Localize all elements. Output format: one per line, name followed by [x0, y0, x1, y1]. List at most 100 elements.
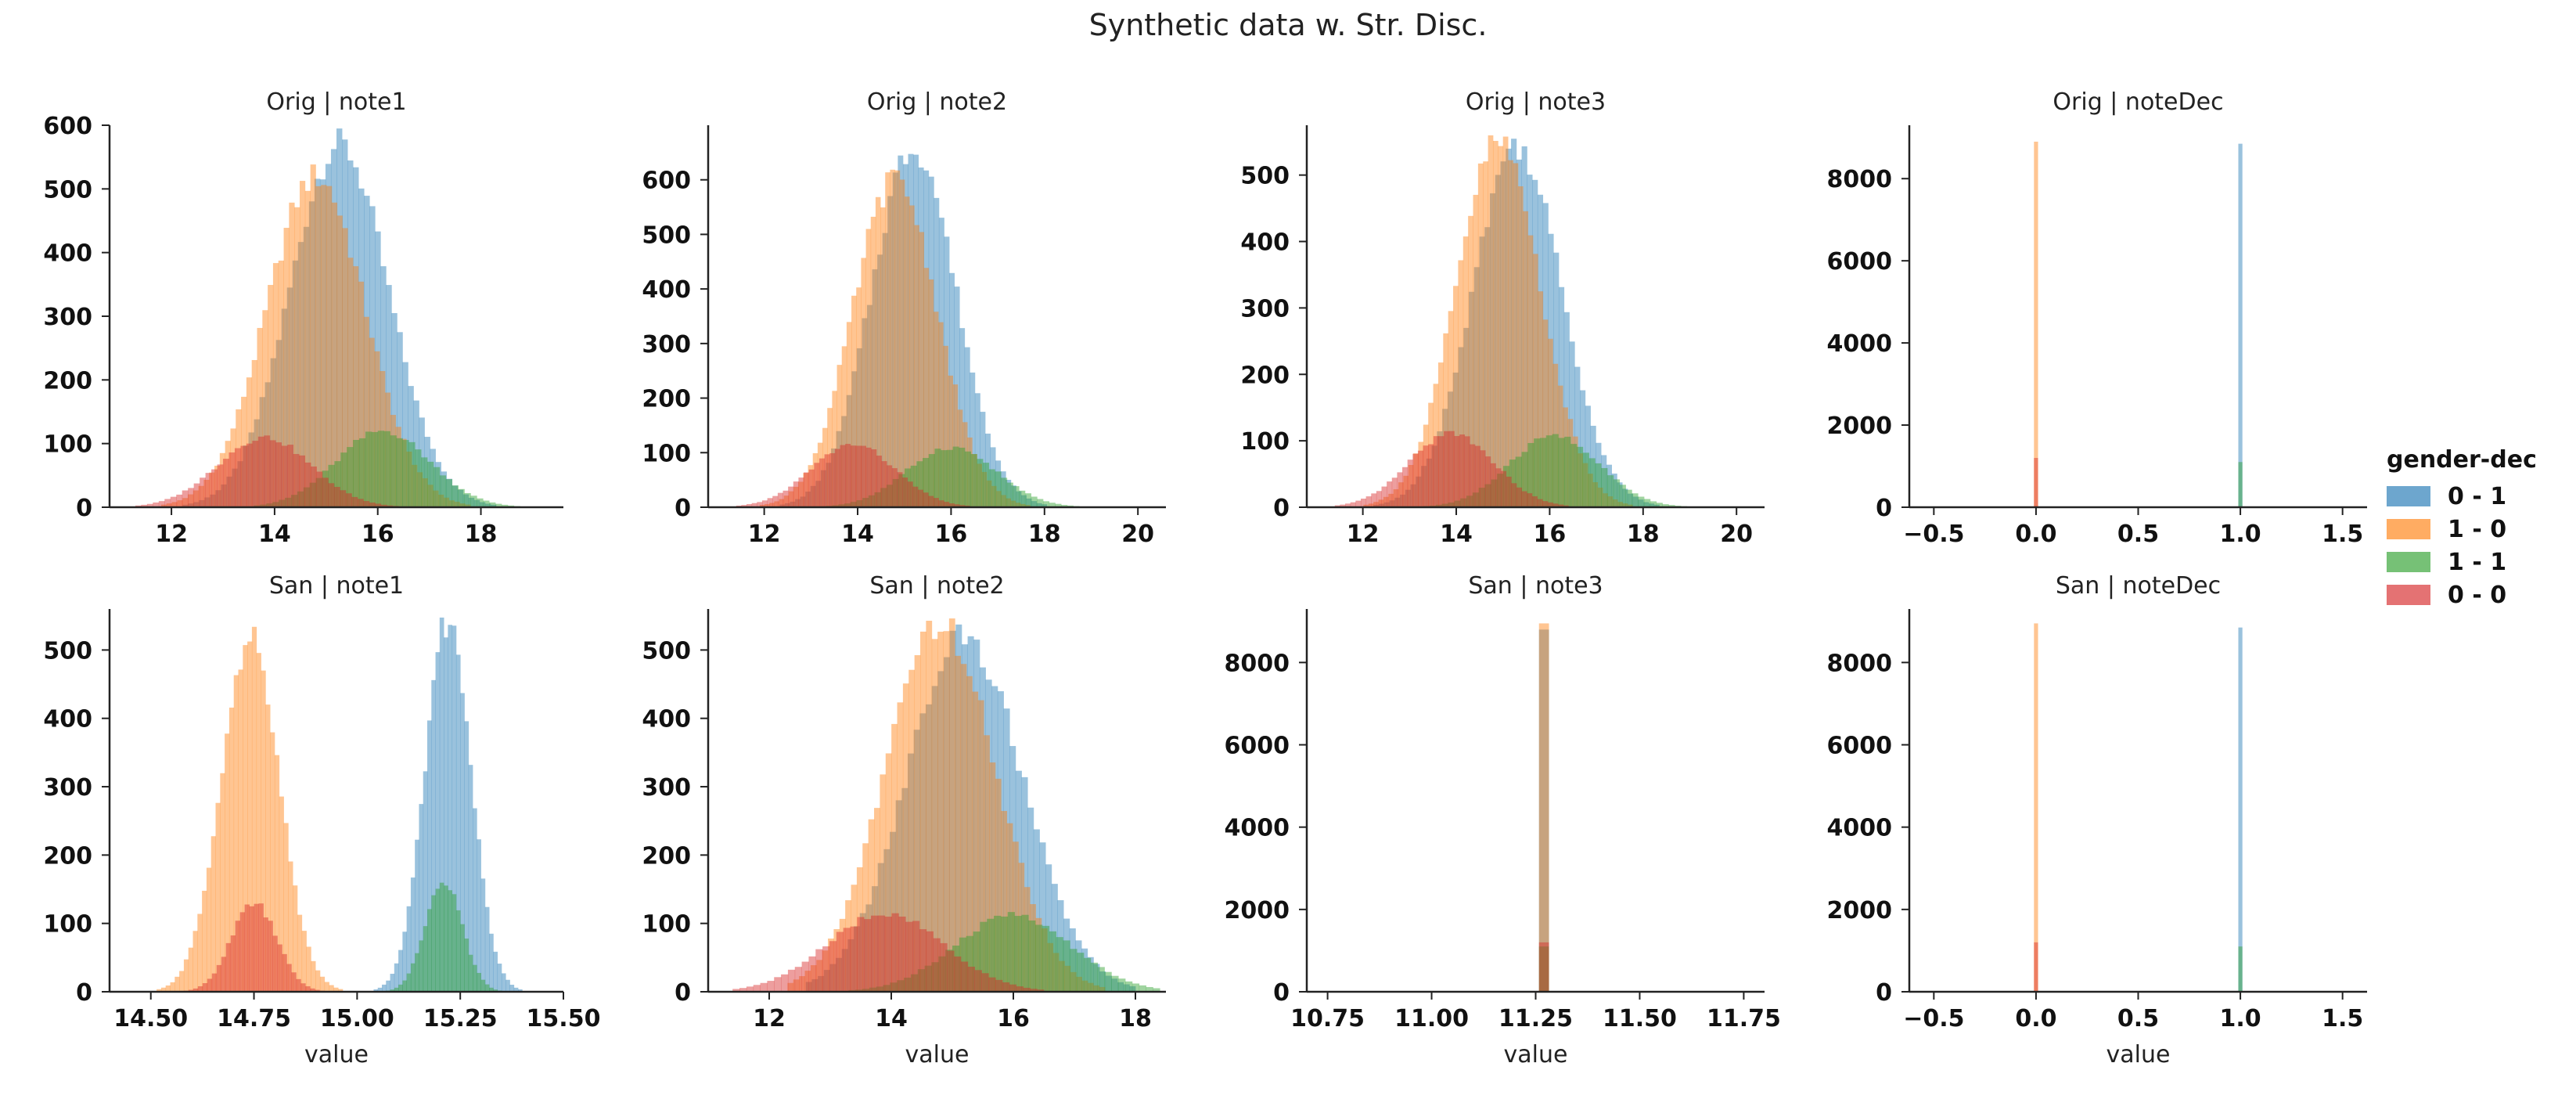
- hist-bar: [810, 965, 817, 992]
- hist-bar: [1013, 486, 1020, 507]
- legend-item: 1 - 0: [2387, 513, 2537, 546]
- hist-bar: [1492, 141, 1498, 507]
- hist-bar: [413, 400, 419, 507]
- hist-bar: [202, 983, 208, 992]
- hist-bar: [294, 207, 300, 507]
- hist-bar: [308, 201, 315, 507]
- hist-bar: [1592, 482, 1599, 507]
- hist-bar: [1548, 338, 1553, 507]
- hist-bar: [890, 169, 895, 508]
- hist-bar: [390, 974, 395, 992]
- hist-bar: [345, 493, 352, 507]
- hist-bar: [822, 950, 829, 992]
- hist-bar: [874, 808, 880, 992]
- hist-bar: [265, 704, 271, 992]
- hist-bar: [205, 473, 212, 507]
- hist-bar: [396, 438, 403, 507]
- y-tick-label: 8000: [1225, 650, 1290, 677]
- hist-bar: [892, 172, 898, 507]
- hist-bar: [1015, 503, 1021, 507]
- hist-bar: [966, 676, 973, 992]
- hist-bar: [859, 913, 866, 992]
- hist-bar: [759, 505, 765, 507]
- hist-bar: [277, 944, 282, 992]
- hist-bar: [438, 494, 444, 507]
- x-tick-label: 1.5: [2322, 1005, 2363, 1032]
- hist-bar: [841, 346, 847, 507]
- figure-title: Synthetic data w. Str. Disc.: [1088, 8, 1488, 42]
- hist-bar: [232, 468, 238, 507]
- hist-bar: [454, 502, 460, 507]
- hist-bar: [964, 347, 970, 507]
- y-tick-label: 500: [642, 222, 691, 249]
- hist-bar: [299, 455, 305, 507]
- hist-bar: [402, 440, 409, 507]
- hist-bar: [460, 693, 465, 992]
- facet-panel: Orig | note1 0 100 200 300 400 500 600 12 14 16 18: [43, 88, 563, 548]
- x-tick-label: 12: [753, 1005, 786, 1032]
- hist-bar: [1563, 407, 1568, 507]
- hist-bar: [798, 481, 804, 507]
- hist-bar: [1506, 148, 1512, 507]
- hist-bar: [427, 485, 434, 507]
- hist-bar: [214, 465, 221, 507]
- hist-bar: [416, 472, 423, 507]
- panel-title: San | note2: [869, 572, 1004, 600]
- hist-bar: [1052, 953, 1060, 992]
- hist-bar: [211, 469, 218, 507]
- hist-bar: [431, 679, 436, 992]
- hist-bar: [182, 490, 189, 507]
- hist-bar: [983, 463, 990, 507]
- hist-bar: [340, 452, 347, 507]
- hist-bar: [1607, 496, 1614, 507]
- hist-bar: [1418, 441, 1424, 507]
- hist-bar: [937, 671, 944, 992]
- x-tick-label: 20: [1720, 521, 1753, 548]
- hist-bar: [977, 463, 983, 507]
- hist-bar: [216, 964, 222, 992]
- hist-bar: [1491, 479, 1498, 507]
- x-axis-label: value: [1504, 1041, 1568, 1068]
- hist-bar: [1612, 499, 1618, 507]
- hist-bar: [408, 386, 414, 507]
- hist-bar: [1547, 502, 1553, 507]
- facet-panel: Orig | note3 0 100 200 300 400 500 12 14 16 18 20: [1240, 88, 1765, 548]
- hist-bar: [933, 312, 939, 507]
- hist-bar: [793, 481, 799, 507]
- hist-bar: [753, 985, 761, 992]
- hist-bar: [1393, 489, 1399, 507]
- hist-bar: [959, 328, 966, 507]
- hist-bar: [1373, 502, 1379, 507]
- hist-bar: [1025, 505, 1031, 507]
- hist-bar: [244, 904, 250, 992]
- hist-bar: [1595, 463, 1602, 507]
- hist-bar: [291, 495, 298, 507]
- hist-bar: [358, 188, 365, 507]
- hist-bar: [257, 327, 263, 507]
- hist-bar: [477, 498, 484, 507]
- hist-bar: [760, 982, 768, 992]
- hist-bar: [359, 438, 366, 507]
- hist-bar: [1007, 912, 1015, 992]
- hist-bar: [1502, 136, 1509, 508]
- hist-bar: [1448, 502, 1455, 507]
- hist-bar: [330, 149, 337, 507]
- series-1-0: [2034, 141, 2038, 507]
- hist-bar: [484, 906, 490, 992]
- hist-bar: [804, 971, 811, 992]
- hist-bar: [1537, 499, 1543, 507]
- hist-bar: [424, 437, 430, 507]
- y-tick-label: 400: [642, 706, 691, 733]
- hist-bar: [1444, 431, 1450, 507]
- hist-bar: [228, 452, 236, 507]
- hist-bar: [336, 128, 343, 507]
- hist-bar: [880, 488, 887, 507]
- hist-bar: [1578, 453, 1583, 507]
- hist-bar: [1104, 971, 1112, 992]
- hist-bar: [1587, 474, 1593, 507]
- hist-bar: [1006, 479, 1012, 507]
- hist-bar: [949, 272, 955, 507]
- hist-bar: [1531, 496, 1538, 507]
- hist-bar: [465, 504, 471, 507]
- hist-bar: [293, 885, 298, 992]
